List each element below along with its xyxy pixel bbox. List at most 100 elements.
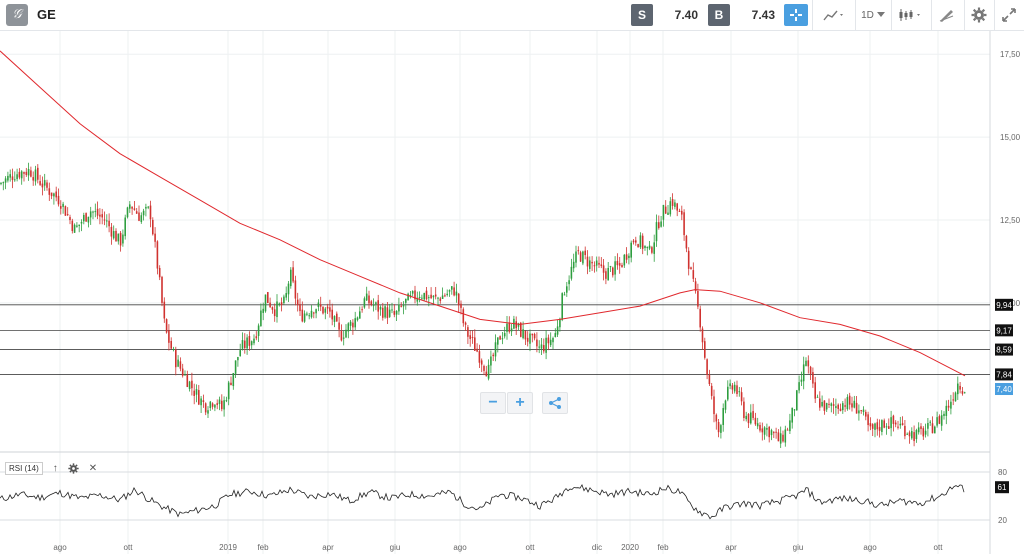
candle-body [729, 383, 731, 387]
candle-body [676, 203, 678, 211]
candle-body [262, 308, 264, 313]
candle-body [333, 316, 336, 322]
candle-body [830, 403, 833, 406]
candle-body [651, 247, 653, 253]
candle-body [533, 333, 536, 339]
candle-body [605, 271, 607, 279]
crosshair-button[interactable] [784, 4, 808, 26]
crosshair-icon [790, 9, 802, 21]
candle-body [455, 291, 458, 296]
y-tick-label: 15,00 [1000, 133, 1021, 142]
x-tick-label: ago [453, 543, 467, 552]
candle-body [706, 359, 708, 376]
candle-body [777, 432, 780, 442]
candle-body [301, 309, 304, 322]
x-tick-label: ago [53, 543, 67, 552]
candle-body [819, 398, 821, 408]
chart-type-button[interactable] [818, 4, 850, 26]
arrow-up-icon[interactable]: ↑ [52, 463, 58, 474]
candle-body [704, 341, 706, 358]
candlestick-series [0, 162, 966, 449]
candle-body [901, 423, 904, 425]
rsi-level-label: 20 [998, 516, 1007, 525]
candle-body [487, 364, 490, 379]
candle-body [156, 241, 159, 269]
candle-body [347, 323, 350, 332]
candle-body [223, 400, 225, 410]
candle-body [476, 348, 478, 352]
candle-body [855, 402, 858, 414]
rsi-label[interactable]: RSI (14) [5, 462, 43, 475]
candle-body [280, 302, 283, 306]
candle-body [135, 211, 138, 214]
candle-body [117, 233, 120, 242]
candle-body [540, 344, 543, 349]
candle-body [754, 417, 757, 425]
candle-body [310, 310, 313, 318]
zoom-out-button[interactable]: − [480, 392, 506, 414]
candle-body [428, 297, 430, 299]
candle-body [740, 392, 743, 402]
candle-body [697, 291, 699, 307]
candle-body [448, 290, 451, 292]
settings-button[interactable] [968, 4, 990, 26]
candles-button[interactable] [896, 4, 926, 26]
candle-body [379, 307, 382, 310]
candle-body [283, 296, 285, 304]
candle-body [823, 400, 826, 411]
candle-body [515, 321, 517, 329]
candle-body [635, 240, 637, 243]
draw-tool-button[interactable] [935, 4, 961, 26]
candle-body [586, 256, 589, 267]
candle-body [773, 432, 775, 434]
candle-body [237, 357, 239, 361]
candle-body [839, 408, 842, 411]
candle-body [23, 172, 25, 174]
candle-body [246, 337, 248, 349]
candle-body [170, 340, 172, 349]
candle-body [207, 410, 209, 414]
candle-body [835, 406, 837, 408]
candle-body [409, 294, 412, 297]
candle-body [881, 420, 883, 432]
candle-body [39, 181, 41, 185]
chart-grid [0, 31, 991, 554]
ge-logo-icon: 𝒢 [6, 4, 28, 26]
candle-body [517, 323, 520, 327]
candle-body [269, 302, 271, 308]
candle-body [655, 222, 658, 242]
candle-body [439, 298, 442, 302]
candle-body [745, 415, 747, 420]
candle-body [365, 293, 368, 301]
candle-body [80, 222, 83, 224]
sell-button[interactable]: S [631, 4, 653, 26]
interval-button[interactable]: 1D [860, 4, 886, 26]
gear-icon[interactable] [68, 463, 79, 474]
candle-body [825, 403, 828, 410]
candle-body [319, 304, 322, 307]
buy-button[interactable]: B [708, 4, 730, 26]
zoom-in-button[interactable]: + [507, 392, 533, 414]
candle-body [802, 364, 805, 382]
share-button[interactable] [542, 392, 568, 414]
candle-body [947, 405, 950, 408]
candle-body [395, 310, 398, 315]
candle-body [76, 225, 78, 227]
candle-body [713, 396, 715, 415]
candle-body [644, 245, 646, 249]
candle-body [27, 169, 30, 176]
fullscreen-button[interactable] [998, 4, 1020, 26]
candle-body [165, 319, 168, 333]
close-icon[interactable]: ✕ [88, 463, 98, 474]
candle-body [110, 226, 113, 237]
candle-body [62, 203, 64, 207]
candle-body [474, 337, 476, 351]
candle-body [547, 337, 550, 344]
candle-body [766, 428, 768, 430]
instrument-symbol: GE [37, 7, 56, 22]
x-tick-label: apr [725, 543, 737, 552]
candle-body [577, 250, 580, 252]
candle-body [382, 307, 384, 318]
candle-body [441, 295, 444, 299]
